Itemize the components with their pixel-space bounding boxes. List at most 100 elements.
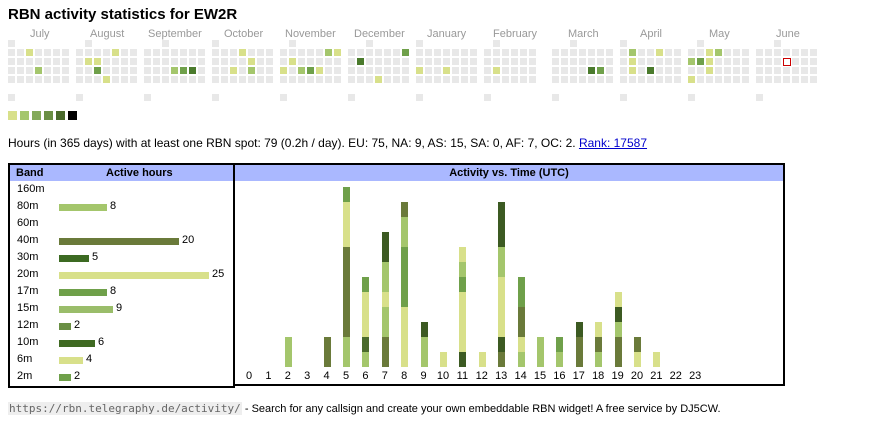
calendar-day-cell: [697, 76, 704, 83]
calendar-day-cell: [461, 49, 468, 56]
band-hours-bar: [59, 323, 71, 330]
activity-bar-segment: [517, 337, 525, 352]
calendar-day-cell: [425, 76, 432, 83]
calendar-day-cell: [434, 49, 441, 56]
calendar-day-cell: [756, 49, 763, 56]
month-label: May: [709, 28, 730, 40]
calendar-day-cell: [366, 67, 373, 74]
legend-swatch: [32, 111, 41, 120]
hour-label: 5: [342, 370, 350, 382]
month-label: September: [148, 28, 202, 40]
calendar-day-cell: [801, 58, 808, 65]
calendar-day-cell: [189, 49, 196, 56]
calendar-day-cell: [674, 76, 681, 83]
calendar-day-cell: [280, 67, 287, 74]
activity-bar-segment: [634, 337, 641, 352]
calendar-day-cell: [189, 67, 196, 74]
band-hours-value: 5: [92, 251, 99, 263]
rank-link[interactable]: Rank: 17587: [578, 136, 648, 150]
hour-label: 0: [245, 370, 253, 382]
calendar-day-cell: [416, 94, 423, 101]
month-label: February: [493, 28, 538, 40]
activity-bar-segment: [420, 322, 428, 337]
calendar-day-cell: [688, 94, 695, 101]
calendar-day-cell: [316, 76, 323, 83]
calendar-day-cell: [765, 49, 772, 56]
calendar-day-cell: [266, 76, 273, 83]
calendar-day-cell: [212, 76, 219, 83]
calendar-day-cell: [130, 58, 137, 65]
footer-url[interactable]: https://rbn.telegraphy.de/activity/: [8, 402, 242, 415]
calendar-day-cell: [230, 67, 237, 74]
calendar-day-cell: [774, 76, 781, 83]
activity-vs-time-chart: Activity vs. Time (UTC) 0 1 2 3 4 5 6 7 8 9 10 11 12…: [233, 163, 785, 386]
activity-bar-segment: [595, 337, 603, 352]
calendar-day-cell: [266, 49, 273, 56]
band-hours-bar: [59, 306, 113, 313]
summary-text: Hours (in 365 days) with at least one RB…: [8, 136, 576, 150]
calendar-day-cell: [212, 49, 219, 56]
calendar-day-cell: [425, 49, 432, 56]
calendar-day-cell: [552, 49, 559, 56]
calendar-day-cell: [153, 49, 160, 56]
calendar-day-cell: [620, 40, 627, 47]
calendar-day-cell: [502, 67, 509, 74]
month-label: January: [427, 28, 467, 40]
calendar-day-cell: [180, 76, 187, 83]
calendar-day-cell: [298, 58, 305, 65]
calendar-day-cell: [280, 94, 287, 101]
calendar-day-cell: [53, 76, 60, 83]
calendar-day-cell: [121, 67, 128, 74]
calendar-day-cell: [774, 67, 781, 74]
band-hours-table: Band Active hours 160m 80m 8 60m 40m 20 30m 5 20…: [8, 163, 235, 388]
band-hours-bar: [59, 374, 71, 381]
calendar-day-cell: [239, 58, 246, 65]
calendar-day-cell: [348, 94, 355, 101]
calendar-day-cell: [103, 76, 110, 83]
calendar-day-cell: [162, 40, 169, 47]
month-label: October: [224, 28, 264, 40]
calendar-day-cell: [334, 58, 341, 65]
calendar-day-cell: [774, 49, 781, 56]
activity-calendar: [0, 0, 870, 110]
band-hours-value: 25: [212, 268, 225, 280]
band-name: 6m: [17, 353, 33, 365]
legend-swatch: [56, 111, 65, 120]
activity-bar-segment: [323, 337, 331, 367]
calendar-day-cell: [189, 76, 196, 83]
calendar-day-cell: [529, 49, 536, 56]
calendar-day-cell: [393, 76, 400, 83]
calendar-day-cell: [307, 49, 314, 56]
calendar-day-cell: [470, 76, 477, 83]
calendar-day-cell: [280, 49, 287, 56]
calendar-day-cell: [765, 76, 772, 83]
calendar-day-cell: [493, 49, 500, 56]
calendar-day-cell: [307, 58, 314, 65]
calendar-day-cell: [484, 58, 491, 65]
activity-bar-segment: [478, 352, 486, 367]
calendar-day-cell: [76, 76, 83, 83]
calendar-day-cell: [674, 49, 681, 56]
band-hours-bar: [59, 204, 107, 211]
calendar-day-cell: [579, 58, 586, 65]
calendar-day-cell: [257, 49, 264, 56]
calendar-day-cell: [348, 58, 355, 65]
calendar-day-cell: [402, 58, 409, 65]
calendar-day-cell: [230, 58, 237, 65]
calendar-day-cell: [620, 76, 627, 83]
calendar-day-cell: [325, 67, 332, 74]
calendar-day-cell: [520, 49, 527, 56]
calendar-day-cell: [715, 58, 722, 65]
calendar-day-cell: [452, 49, 459, 56]
activity-bar-segment: [343, 337, 350, 367]
calendar-day-cell: [189, 58, 196, 65]
calendar-day-cell: [85, 49, 92, 56]
calendar-day-cell: [697, 49, 704, 56]
calendar-day-cell: [94, 58, 101, 65]
calendar-day-cell: [688, 49, 695, 56]
calendar-day-cell: [53, 49, 60, 56]
calendar-day-cell: [529, 76, 536, 83]
calendar-day-cell: [162, 76, 169, 83]
band-name: 60m: [17, 217, 39, 229]
calendar-day-cell: [103, 49, 110, 56]
